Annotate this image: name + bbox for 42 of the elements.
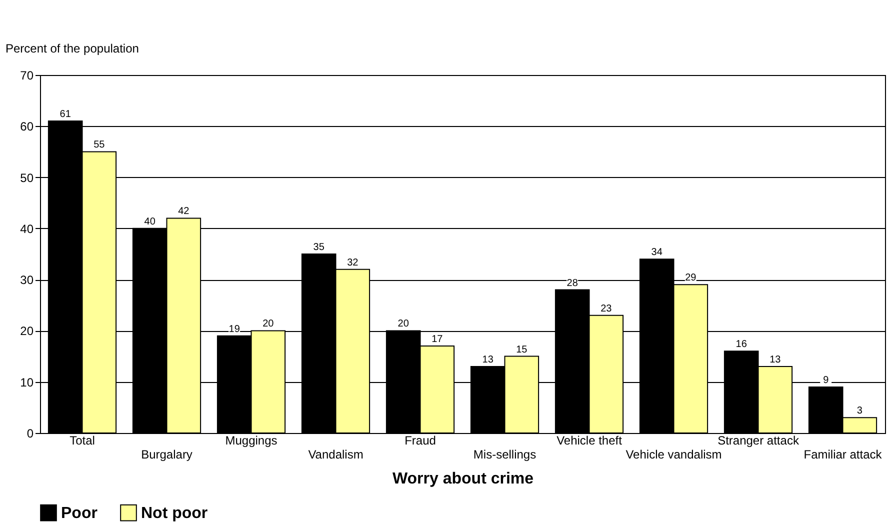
y-axis-title: Percent of the population (6, 42, 139, 56)
x-tick-label: Muggings (225, 434, 278, 448)
x-tick-label: Total (70, 434, 95, 448)
data-label: 16 (736, 339, 748, 350)
data-label: 40 (144, 216, 156, 228)
y-tick-label: 0 (26, 426, 34, 440)
data-label: 20 (262, 318, 274, 330)
data-label: 42 (178, 206, 190, 218)
data-label: 35 (313, 242, 325, 253)
x-tick-label: Mis-sellings (473, 448, 536, 462)
y-tick-label: 50 (20, 170, 34, 185)
y-tick-label: 60 (20, 120, 34, 134)
data-label: 23 (600, 303, 612, 314)
y-tick-label: 10 (20, 375, 34, 390)
y-tick-label: 30 (20, 273, 34, 288)
x-tick-label: Familiar attack (804, 448, 883, 462)
data-label: 28 (566, 278, 578, 289)
x-tick-label: Vehicle vandalism (626, 448, 722, 462)
legend-label: Not poor (141, 504, 208, 522)
data-label: 17 (432, 334, 444, 346)
x-axis-title: Worry about crime (392, 470, 534, 488)
y-tick-label: 70 (20, 68, 34, 82)
data-label: 32 (347, 257, 359, 268)
data-label: 55 (94, 140, 106, 151)
data-label: 15 (516, 344, 528, 356)
data-label: 34 (651, 247, 663, 258)
data-label: 13 (482, 354, 494, 366)
y-tick-label: 40 (20, 222, 34, 236)
data-label: 61 (60, 109, 72, 120)
data-label: 20 (398, 318, 410, 330)
x-tick-label: Vehicle theft (556, 434, 623, 448)
x-tick-label: Stranger attack (718, 434, 800, 448)
data-label: 9 (823, 374, 830, 386)
x-tick-label: Vandalism (308, 448, 364, 462)
data-label: 29 (685, 272, 697, 284)
data-label: 19 (228, 324, 240, 335)
y-tick-label: 20 (20, 324, 34, 338)
data-label: 13 (770, 354, 782, 366)
legend-label: Poor (61, 504, 98, 522)
x-tick-label: Fraud (404, 434, 436, 448)
data-label: 3 (856, 406, 863, 417)
x-tick-label: Burgalary (141, 448, 192, 462)
